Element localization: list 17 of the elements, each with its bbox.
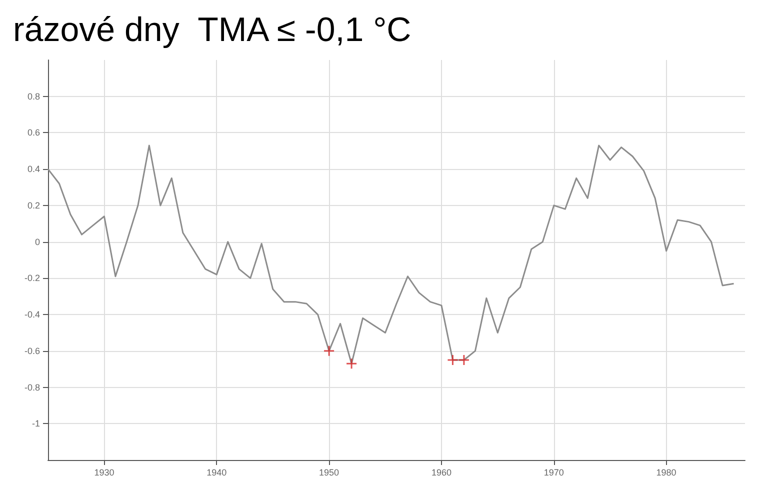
y-tick-label: -0.4: [24, 310, 40, 320]
x-tick-label: 1950: [319, 468, 340, 478]
x-tick-label: 1980: [656, 468, 676, 478]
y-tick-label: -0.6: [24, 346, 40, 356]
y-tick-label: 0.6: [27, 128, 40, 138]
y-tick-label: 0.8: [27, 91, 40, 102]
y-tick-label: -0.2: [24, 273, 40, 284]
x-tick-label: 1930: [94, 468, 114, 478]
x-tick-label: 1940: [206, 468, 227, 478]
y-tick-label: 0: [34, 236, 40, 247]
y-tick-label: 0.4: [27, 164, 40, 174]
x-tick-label: 1970: [544, 468, 564, 478]
y-tick-label: -1: [32, 418, 40, 429]
y-tick-label: 0.2: [27, 200, 40, 210]
chart-title: rázové dny TMA ≤ -0,1 °C: [13, 11, 412, 49]
x-tick-label: 1960: [431, 468, 452, 478]
y-tick-label: -0.8: [24, 382, 40, 392]
